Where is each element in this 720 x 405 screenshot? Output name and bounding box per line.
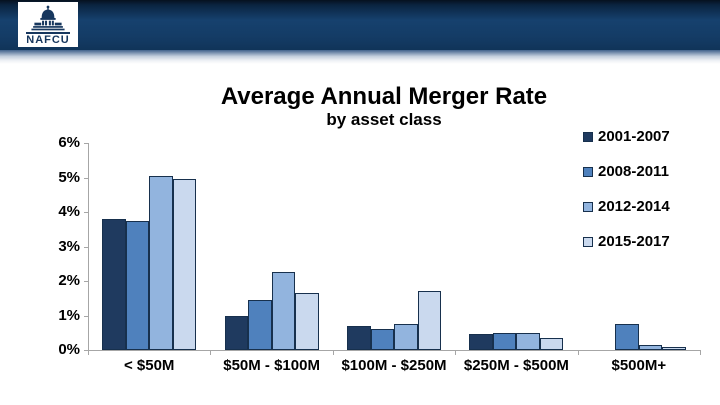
- bar-2001-2007-cat3: [469, 334, 493, 350]
- bar-2012-2014-cat0: [149, 175, 173, 350]
- y-axis-label: 4%: [58, 203, 80, 220]
- header-bar: NAFCU: [0, 0, 720, 50]
- bar-2001-2007-cat0: [102, 218, 126, 350]
- bar-2015-2017-cat4: [662, 346, 686, 350]
- bar-2012-2014-cat1: [271, 272, 296, 350]
- bar-2008-2011-cat2: [370, 329, 394, 350]
- legend-swatch-2012-2014: [583, 202, 593, 212]
- logo-divider: [26, 32, 70, 34]
- y-tick: [84, 212, 88, 213]
- y-tick: [84, 246, 88, 248]
- bar-2015-2017-cat3: [539, 337, 564, 350]
- x-axis-line: [88, 350, 701, 351]
- y-axis-line: [88, 143, 89, 350]
- x-axis-label: $250M - $500M: [463, 357, 569, 374]
- y-tick: [84, 281, 88, 282]
- bar-2015-2017-cat0: [172, 179, 197, 350]
- legend-label: 2008-2011: [598, 163, 669, 180]
- legend-swatch-2015-2017: [583, 237, 593, 247]
- legend-label: 2001-2007: [598, 128, 670, 145]
- nafcu-logo: NAFCU: [18, 2, 78, 47]
- y-tick: [84, 315, 88, 317]
- bar-2015-2017-cat1: [295, 293, 319, 350]
- y-axis-label: 1%: [58, 306, 80, 324]
- y-axis-label: 6%: [58, 134, 80, 151]
- chart-title-block: Average Annual Merger Rate by asset clas…: [64, 84, 704, 130]
- y-axis-label: 0%: [58, 341, 80, 358]
- x-tick: [700, 351, 701, 355]
- x-tick: [577, 351, 579, 355]
- x-axis-label: $50M - $100M: [223, 357, 320, 374]
- y-axis-label: 2%: [58, 272, 80, 289]
- bar-2012-2014-cat2: [394, 324, 418, 350]
- legend-item-2001-2007: 2001-2007: [583, 127, 670, 147]
- x-tick: [210, 351, 212, 355]
- x-tick: [332, 351, 334, 355]
- legend-label: 2012-2014: [598, 198, 670, 215]
- bar-2008-2011-cat1: [248, 299, 272, 350]
- y-tick: [84, 143, 88, 144]
- legend-item-2015-2017: 2015-2017: [583, 232, 670, 252]
- x-tick: [455, 351, 457, 355]
- logo-text: NAFCU: [26, 34, 70, 46]
- y-tick: [84, 177, 88, 179]
- bar-2008-2011-cat4: [615, 324, 639, 350]
- bar-2012-2014-cat3: [516, 332, 540, 350]
- legend-label: 2015-2017: [598, 233, 670, 250]
- legend-swatch-2008-2011: [583, 167, 593, 177]
- x-tick: [88, 351, 89, 355]
- y-tick: [84, 350, 88, 351]
- legend-swatch-2001-2007: [583, 132, 593, 142]
- bar-2015-2017-cat2: [417, 291, 441, 350]
- x-axis-label: < $50M: [123, 357, 175, 374]
- chart-title: Average Annual Merger Rate: [220, 83, 548, 110]
- legend-item-2008-2011: 2008-2011: [583, 162, 669, 182]
- chart-subtitle: by asset class: [326, 110, 442, 129]
- legend-item-2012-2014: 2012-2014: [583, 197, 670, 217]
- bar-2001-2007-cat2: [347, 325, 371, 350]
- y-axis-label: 5%: [58, 168, 80, 186]
- y-axis-label: 3%: [58, 237, 80, 255]
- capitol-icon: [31, 5, 65, 31]
- bar-2008-2011-cat3: [492, 332, 517, 350]
- bar-2008-2011-cat0: [125, 220, 150, 350]
- bar-2001-2007-cat1: [224, 315, 249, 350]
- x-axis-label: $100M - $250M: [341, 357, 447, 374]
- bar-2012-2014-cat4: [638, 344, 663, 350]
- header-fade-strip: [0, 50, 720, 64]
- x-axis-label: $500M+: [611, 357, 667, 374]
